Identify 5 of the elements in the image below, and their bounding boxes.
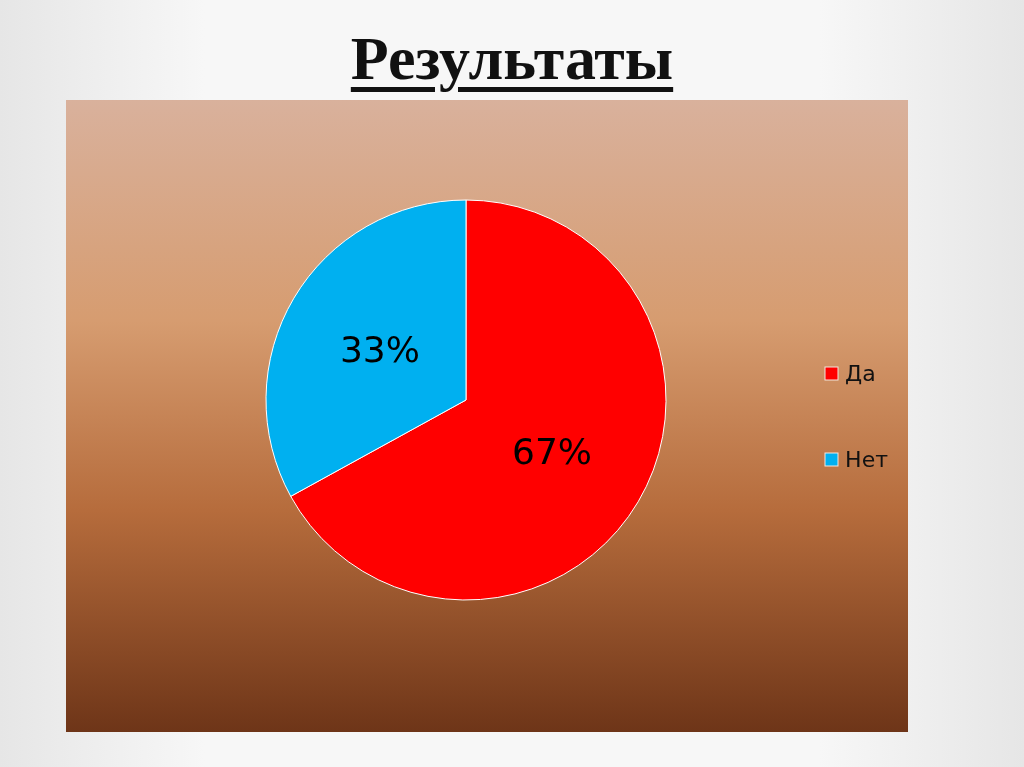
slice-label: Да bbox=[845, 360, 876, 386]
data-label: 67% bbox=[512, 430, 593, 472]
legend-label: Нет bbox=[845, 446, 888, 472]
data-label: 33% bbox=[339, 328, 420, 370]
chart-title: Результаты bbox=[349, 23, 675, 94]
